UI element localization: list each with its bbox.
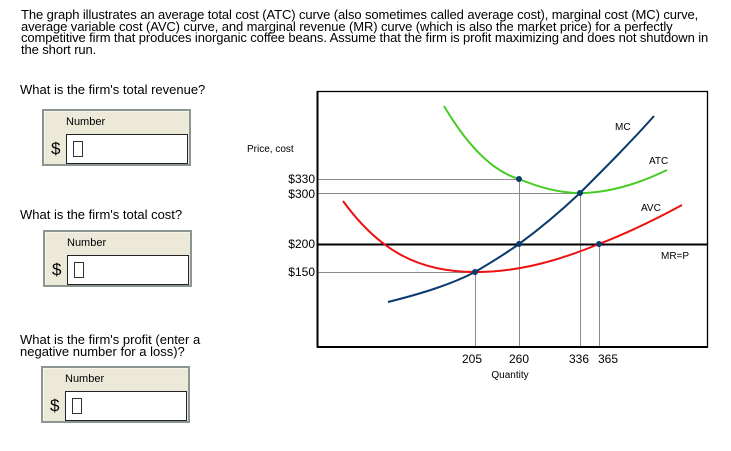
plot-frame [316,90,709,348]
total-revenue-input[interactable] [66,134,188,164]
y-tick-300: $300 [288,187,315,201]
atc-label: ATC [649,156,668,167]
y-tick-200: $200 [288,237,315,251]
x-tick-205: 205 [462,352,482,366]
profit-input[interactable] [65,391,187,421]
mc-curve [387,115,655,303]
question-profit: What is the firm's profit (enter a negat… [20,332,201,359]
total-cost-input[interactable] [67,255,189,285]
atc-curve [443,105,668,195]
number-label: Number [67,237,107,249]
x-tick-336: 336 [569,352,589,366]
text-cursor-icon [73,141,83,157]
point-atc-min [577,190,583,196]
profit-answer-box: Number $ [41,366,190,423]
x-axis-title: Quantity [491,370,528,381]
text-cursor-icon [72,398,82,414]
point-avc-mr [596,241,602,247]
dollar-prefix: $ [50,396,60,415]
avc-curve [342,200,683,274]
text-cursor-icon [74,262,84,278]
x-tick-365: 365 [598,352,618,366]
question-total-cost: What is the firm's total cost? [20,207,183,222]
mr-label: MR=P [661,251,689,262]
key-points [472,176,602,275]
problem-statement: The graph illustrates an average total c… [21,7,709,57]
mc-label: MC [615,122,631,133]
y-tick-330: $330 [288,172,315,186]
guide-lines [317,179,600,347]
total-revenue-answer-box: Number $ [42,109,191,166]
dollar-prefix: $ [51,139,61,158]
x-tick-260: 260 [509,352,529,366]
number-label: Number [65,373,105,385]
avc-label: AVC [641,203,661,214]
dollar-prefix: $ [52,260,62,279]
point-avc-min [472,269,478,275]
question-total-revenue: What is the firm's total revenue? [20,82,206,97]
y-tick-150: $150 [288,265,315,279]
number-label: Number [66,116,106,128]
point-mc-mr [516,241,522,247]
total-cost-answer-box: Number $ [43,230,192,287]
y-axis-title: Price, cost [247,144,294,155]
point-atc-260 [516,176,522,182]
